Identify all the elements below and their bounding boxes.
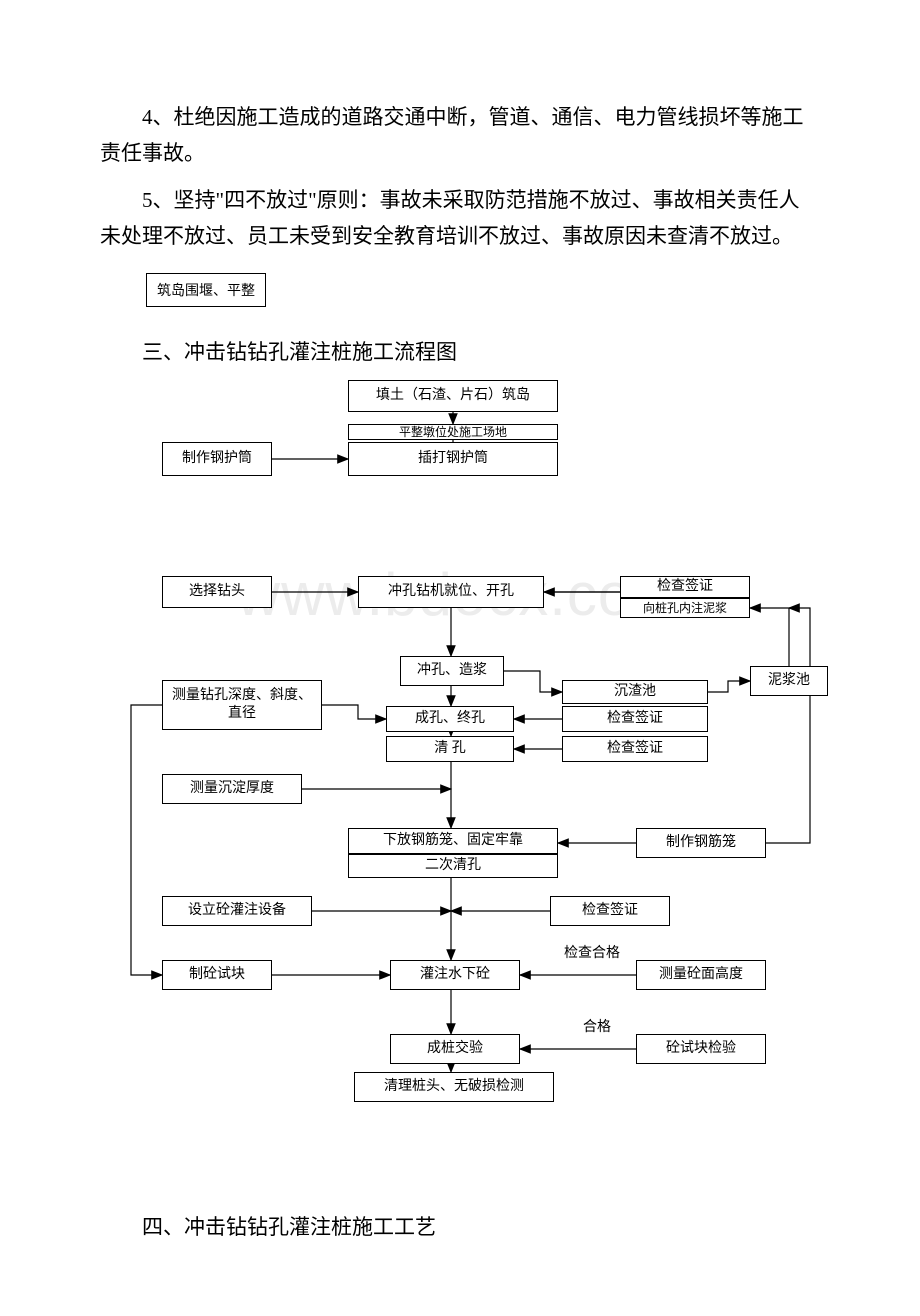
node-n_check4: 检查签证 [550,896,670,926]
node-n_level: 平整墩位处施工场地 [348,424,558,440]
node-n_accept: 成桩交验 [390,1034,520,1064]
node-n_test_block: 砼试块检验 [636,1034,766,1064]
node-n_select_bit: 选择钻头 [162,576,272,608]
node-n_make_cage: 制作钢筋笼 [636,828,766,858]
node-n_settle: 沉渣池 [562,680,708,704]
node-n_make_tube: 制作钢护筒 [162,442,272,476]
node-n_check2: 检查签证 [562,706,708,732]
heading-4: 四、冲击钻钻孔灌注桩施工工艺 [100,1210,820,1246]
node-n_hole_done: 成孔、终孔 [386,706,514,732]
node-n_setup_pour: 设立砼灌注设备 [162,896,312,926]
node-n_insert: 插打钢护筒 [348,442,558,476]
node-n_check1: 检查签证 [620,576,750,598]
node-n_detect: 清理桩头、无破损检测 [354,1072,554,1102]
node-n_clean: 清 孔 [386,736,514,762]
node-n_chisel: 冲孔、造浆 [400,656,504,686]
edge-n_chisel-n_settle [504,671,562,692]
node-n_fill: 填土（石渣、片石）筑岛 [348,380,558,412]
node-n_mudpit: 泥浆池 [750,666,828,696]
node-t_qualified: 检查合格 [552,942,632,960]
edge-n_settle-n_mudpit [708,681,750,692]
edge-n_mudpit-n_inject [750,608,789,666]
edge-loop2-loop2b [766,608,810,843]
node-n_clean2: 二次清孔 [348,854,558,878]
paragraph-5: 5、坚持"四不放过"原则：事故未采取防范措施不放过、事故相关责任人未处理不放过、… [100,183,820,254]
node-n_measure1: 测量钻孔深度、斜度、直径 [162,680,322,730]
node-n_cage: 下放钢筋笼、固定牢靠 [348,828,558,854]
inset-box: 筑岛围堰、平整 [146,273,266,307]
node-n_measure_h: 测量砼面高度 [636,960,766,990]
node-n_pour: 灌注水下砼 [390,960,520,990]
edge-loop1-loop1b [131,705,162,975]
paragraph-4: 4、杜绝因施工造成的道路交通中断，管道、通信、电力管线损坏等施工责任事故。 [100,100,820,171]
node-n_inject: 向桩孔内注泥浆 [620,598,750,618]
node-n_position: 冲孔钻机就位、开孔 [358,576,544,608]
heading-3: 三、冲击钻钻孔灌注桩施工流程图 [100,335,820,371]
edge-n_measure1-n_hole_done [322,705,386,719]
flowchart-container: 填土（石渣、片石）筑岛平整墩位处施工场地插打钢护筒 制作钢护筒选择钻头 冲孔钻机就位… [100,380,860,1160]
node-t_ok: 合格 [572,1016,622,1034]
node-n_check3: 检查签证 [562,736,708,762]
node-n_block: 制砼试块 [162,960,272,990]
node-n_measure_sed: 测量沉淀厚度 [162,774,302,804]
